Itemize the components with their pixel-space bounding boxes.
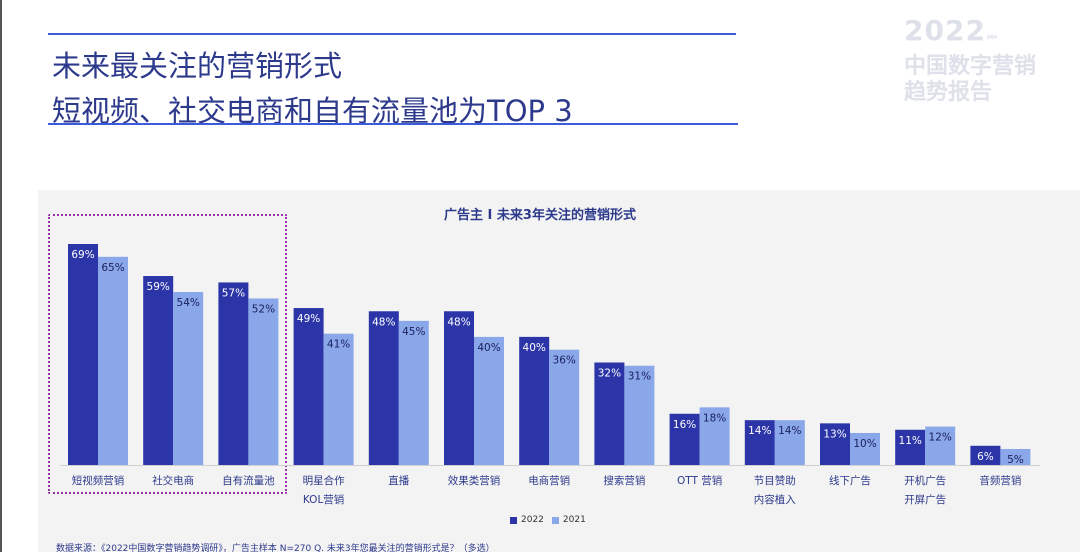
- bar-2021-3: [323, 333, 354, 465]
- bar-2021-7: [624, 365, 655, 465]
- logo-year: 2022»»: [904, 14, 1074, 54]
- data-label-2021-4: 45%: [402, 326, 425, 338]
- data-label-2021-8: 18%: [703, 412, 726, 424]
- category-label-6: 电商营销: [528, 474, 570, 487]
- data-label-2022-7: 32%: [598, 368, 621, 380]
- data-label-2021-5: 40%: [477, 342, 500, 354]
- category-label-3: 明星合作: [303, 474, 345, 487]
- title-top-rule: [48, 33, 736, 35]
- data-label-2022-1: 59%: [147, 281, 170, 293]
- report-logo: 2022»» 中国数字营销 趋势报告: [904, 14, 1074, 106]
- data-label-2021-11: 12%: [929, 432, 952, 444]
- data-label-2022-0: 69%: [71, 249, 94, 261]
- data-label-2021-12: 5%: [1007, 454, 1024, 466]
- category-label-0: 短视频营销: [72, 474, 125, 487]
- category-label-10: 线下广告: [829, 474, 871, 487]
- bar-2022-10: [820, 423, 850, 465]
- data-label-2022-2: 57%: [222, 287, 245, 299]
- page-subtitle: 短视频、社交电商和自有流量池为TOP 3: [52, 94, 573, 128]
- bar-2021-9: [774, 420, 805, 465]
- chart-legend: 2022 2021: [510, 515, 594, 525]
- data-label-2022-6: 40%: [523, 342, 546, 354]
- bar-2022-12: [970, 445, 1001, 465]
- data-label-2021-2: 52%: [252, 303, 275, 315]
- title-underline: [48, 123, 738, 125]
- bar-2021-11: [925, 426, 956, 465]
- bar-2021-12: [1000, 448, 1031, 465]
- data-label-2022-5: 48%: [447, 316, 470, 328]
- bar-2022-8: [669, 413, 700, 465]
- category-label-12: 音频营销: [979, 474, 1021, 487]
- legend-label-2022: 2022: [521, 515, 544, 525]
- legend-item-2021: 2021: [551, 515, 586, 525]
- data-label-2022-3: 49%: [297, 313, 320, 325]
- data-label-2021-7: 31%: [628, 371, 651, 383]
- category-label-3-line2: KOL营销: [303, 493, 344, 506]
- bar-2021-8: [699, 407, 730, 465]
- logo-year-text: 2022: [904, 14, 986, 47]
- data-label-2021-0: 65%: [101, 262, 124, 274]
- logo-line-1: 中国数字营销: [904, 54, 1037, 79]
- category-label-9: 节目赞助: [754, 474, 796, 487]
- data-label-2022-11: 11%: [899, 435, 922, 447]
- bar-2022-3: [293, 308, 324, 465]
- legend-item-2022: 2022: [510, 515, 544, 525]
- bar-2022-2: [218, 282, 249, 465]
- category-label-1: 社交电商: [152, 474, 194, 487]
- data-label-2022-4: 48%: [372, 316, 395, 328]
- source-footnote: 数据来源：《2022中国数字营销趋势调研》，广告主样本 N=270 Q. 未来3…: [56, 544, 495, 554]
- bar-2022-11: [895, 429, 926, 465]
- data-label-2022-9: 14%: [748, 425, 771, 437]
- category-label-7: 搜索营销: [603, 474, 645, 487]
- category-label-9-line2: 内容植入: [754, 493, 796, 506]
- category-label-2: 自有流量池: [222, 474, 275, 487]
- bar-2022-0: [68, 244, 98, 465]
- page-left-border: [0, 0, 2, 552]
- category-label-8: OTT 营销: [677, 474, 722, 487]
- legend-label-2021: 2021: [562, 515, 586, 525]
- top3-highlight-box: [48, 214, 287, 494]
- bar-2021-2: [248, 298, 279, 465]
- bar-2022-4: [368, 311, 399, 465]
- bar-2021-5: [474, 336, 504, 465]
- data-label-2022-12: 6%: [977, 451, 994, 463]
- data-label-2021-3: 41%: [327, 339, 350, 351]
- legend-swatch-2022: [510, 516, 517, 524]
- bar-2021-1: [173, 292, 204, 465]
- category-label-11: 开机广告: [904, 474, 946, 487]
- category-label-4: 直播: [388, 474, 409, 487]
- legend-swatch-2021: [551, 516, 559, 524]
- data-label-2021-6: 36%: [553, 355, 576, 367]
- bar-2021-4: [398, 320, 429, 465]
- logo-arrows: »»: [985, 30, 998, 43]
- logo-line-2: 趋势报告: [904, 80, 993, 105]
- bar-2021-0: [98, 256, 128, 465]
- bar-2022-7: [594, 362, 625, 465]
- data-label-2022-8: 16%: [673, 419, 696, 431]
- data-label-2021-9: 14%: [778, 425, 801, 437]
- category-label-11-line2: 开屏广告: [904, 493, 946, 506]
- data-label-2022-10: 13%: [823, 428, 846, 440]
- data-label-2021-1: 54%: [177, 297, 200, 309]
- category-label-5: 效果类营销: [448, 474, 501, 487]
- bar-2022-1: [143, 276, 174, 465]
- bar-2022-5: [444, 311, 474, 465]
- chart-title: 广告主 I 未来3年关注的营销形式: [444, 208, 636, 223]
- page-title: 未来最关注的营销形式: [52, 49, 343, 83]
- bar-2021-10: [850, 432, 880, 465]
- bar-2021-6: [549, 349, 580, 465]
- bar-2022-6: [519, 336, 550, 465]
- bar-2022-9: [744, 420, 775, 465]
- data-label-2021-10: 10%: [853, 438, 876, 450]
